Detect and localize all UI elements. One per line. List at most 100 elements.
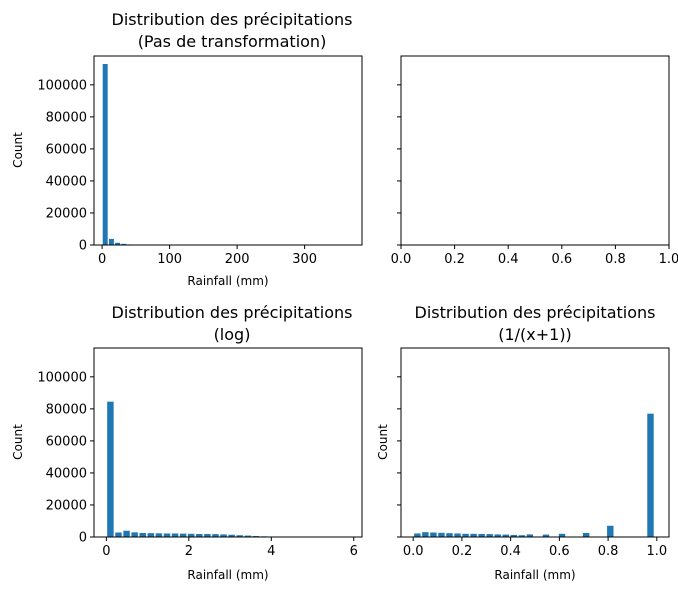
axes-frame xyxy=(93,55,363,246)
x-axis-ticks: 0.0 0.2 0.4 0.6 0.8 1.0 xyxy=(403,537,667,559)
histogram-bar xyxy=(147,533,155,537)
histogram-bar xyxy=(187,533,195,537)
subplot-title-line-1: Distribution des précipitations xyxy=(415,303,656,322)
x-tick-label: 1.0 xyxy=(646,544,667,559)
x-axis-label: Rainfall (mm) xyxy=(187,274,268,288)
x-tick-label: 0.6 xyxy=(549,544,570,559)
x-tick-label: 0.4 xyxy=(500,544,521,559)
x-tick-label: 0.2 xyxy=(452,544,473,559)
histogram-bar xyxy=(414,533,421,537)
axes-frame xyxy=(400,55,670,246)
x-tick-label: 0.8 xyxy=(598,544,619,559)
x-tick-label: 0.8 xyxy=(605,252,626,267)
histogram-bar xyxy=(196,533,203,537)
subplot-title-line-2: (1/(x+1)) xyxy=(498,325,572,344)
subplot-bottom-right: Distribution des précipitations (1/(x+1)… xyxy=(376,303,670,582)
x-axis-ticks: 0 2 4 6 xyxy=(102,537,358,559)
x-tick-label: 300 xyxy=(292,252,317,267)
subplot-top-left: Distribution des précipitations (Pas de … xyxy=(11,10,363,288)
x-axis-label: Rainfall (mm) xyxy=(494,568,575,582)
histogram-bar xyxy=(212,534,219,537)
histogram-bar xyxy=(121,243,127,245)
histogram-bar xyxy=(510,534,518,537)
histogram-bar xyxy=(486,534,493,537)
histogram-bar xyxy=(108,238,114,245)
histogram-bar xyxy=(244,535,252,537)
y-axis-ticks: 0 20000 40000 60000 80000 100000 xyxy=(37,78,94,254)
histogram-bar xyxy=(462,533,469,537)
y-axis-ticks xyxy=(397,84,401,246)
histogram-bar xyxy=(518,535,526,537)
histogram-bar xyxy=(430,532,437,537)
y-tick-label: 100000 xyxy=(37,370,87,385)
y-tick-label: 80000 xyxy=(46,110,87,125)
x-tick-label: 0.4 xyxy=(498,252,519,267)
y-axis-label: Count xyxy=(376,424,390,460)
x-axis-ticks: 0 100 200 300 xyxy=(98,245,317,267)
histogram-bar xyxy=(558,533,566,537)
histogram-bar xyxy=(220,534,227,537)
histogram-bar xyxy=(228,534,235,537)
subplot-title-line-2: (log) xyxy=(214,325,251,344)
x-tick-label: 0.6 xyxy=(551,252,572,267)
subplot-top-right: 0.0 0.2 0.4 0.6 0.8 1.0 xyxy=(391,55,678,267)
x-tick-label: 2 xyxy=(185,544,193,559)
y-axis-label: Count xyxy=(11,132,25,168)
y-tick-label: 20000 xyxy=(46,206,87,221)
x-tick-label: 4 xyxy=(267,544,275,559)
x-tick-label: 0.0 xyxy=(391,252,412,267)
x-tick-label: 0 xyxy=(102,544,110,559)
y-tick-label: 40000 xyxy=(46,466,87,481)
axes-frame xyxy=(93,347,363,538)
histogram-bar xyxy=(422,532,429,537)
y-tick-label: 60000 xyxy=(46,434,87,449)
x-axis-ticks: 0.0 0.2 0.4 0.6 0.8 1.0 xyxy=(391,245,678,267)
subplot-title-line-2: (Pas de transformation) xyxy=(138,32,327,51)
y-axis-label: Count xyxy=(11,424,25,460)
histogram-bar xyxy=(446,533,453,537)
subplot-bottom-left: Distribution des précipitations (log) 0 2… xyxy=(11,303,363,582)
histogram-bar xyxy=(102,64,108,245)
bar-series xyxy=(414,413,654,537)
histogram-bar xyxy=(502,534,509,537)
histogram-bar xyxy=(454,533,461,537)
x-tick-label: 1.0 xyxy=(659,252,678,267)
histogram-bar xyxy=(131,532,138,537)
histogram-bar xyxy=(171,533,179,537)
x-axis-label: Rainfall (mm) xyxy=(187,568,268,582)
histogram-bar xyxy=(582,533,590,537)
histogram-bar xyxy=(607,525,614,537)
histogram-bar xyxy=(494,534,501,537)
y-axis-ticks xyxy=(397,376,401,538)
x-tick-label: 0.0 xyxy=(403,544,424,559)
histogram-bar xyxy=(179,533,187,537)
x-tick-label: 0.2 xyxy=(444,252,465,267)
x-tick-label: 100 xyxy=(157,252,182,267)
histogram-bar xyxy=(115,242,121,245)
histogram-bar xyxy=(526,534,534,537)
x-tick-label: 200 xyxy=(225,252,250,267)
y-tick-label: 20000 xyxy=(46,498,87,513)
histogram-bar xyxy=(163,533,171,537)
histogram-bar xyxy=(647,413,654,537)
histogram-bar xyxy=(155,533,163,537)
histogram-bar xyxy=(123,530,130,537)
y-tick-label: 100000 xyxy=(37,78,87,93)
axes-frame xyxy=(400,347,670,538)
y-tick-label: 0 xyxy=(79,239,87,254)
histogram-bar xyxy=(542,534,550,537)
y-tick-label: 60000 xyxy=(46,142,87,157)
y-tick-label: 0 xyxy=(79,531,87,546)
histogram-bar xyxy=(236,535,243,537)
histogram-bar xyxy=(478,533,485,537)
histogram-bar xyxy=(438,532,445,537)
histogram-bar xyxy=(107,401,114,537)
x-tick-label: 0 xyxy=(98,252,106,267)
subplot-title-line-1: Distribution des précipitations xyxy=(112,303,353,322)
histogram-bar xyxy=(139,533,146,537)
y-tick-label: 80000 xyxy=(46,402,87,417)
x-tick-label: 6 xyxy=(350,544,358,559)
y-axis-ticks: 0 20000 40000 60000 80000 100000 xyxy=(37,370,94,546)
histogram-bar xyxy=(470,533,477,537)
